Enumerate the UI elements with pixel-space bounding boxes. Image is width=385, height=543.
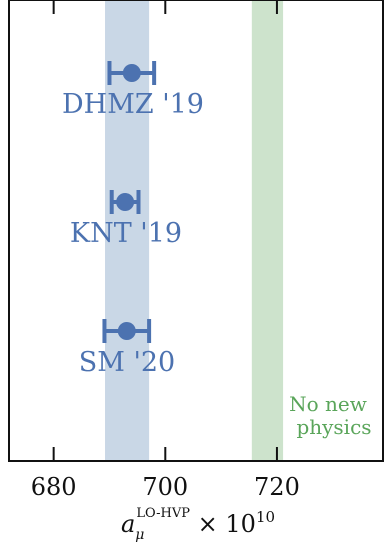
x-tick-label: 720 [254, 473, 300, 501]
x-tick-label: 680 [31, 473, 77, 501]
data-point-marker [116, 193, 135, 211]
data-point-group: SM '20 [79, 319, 176, 378]
no-new-physics-band [251, 0, 284, 461]
x-ticks: 680 700 720 [31, 0, 300, 501]
data-point-group: DHMZ '19 [62, 61, 204, 120]
x-tick-label: 700 [142, 473, 188, 501]
data-point-label: SM '20 [79, 347, 176, 378]
x-axis-label-suffix: × 10 [190, 510, 256, 538]
data-point-group: KNT '19 [70, 190, 182, 249]
points-layer: DHMZ '19 KNT '19 SM '20 [62, 61, 204, 378]
data-point-label: DHMZ '19 [62, 89, 204, 120]
x-axis-label-base: a [121, 510, 135, 538]
band-label-line1: No new [289, 392, 367, 416]
plot-frame [8, 0, 384, 462]
band-label-line2: physics [296, 415, 371, 439]
data-point-marker [122, 64, 141, 82]
x-axis-label-superscript: LO-HVP [136, 506, 190, 521]
x-axis-label-subscript: μ [135, 527, 144, 543]
x-axis-label: aμ LO-HVP × 1010 [121, 506, 275, 543]
data-point-label: KNT '19 [70, 218, 182, 249]
data-point-marker [117, 322, 136, 340]
x-axis-label-exponent: 10 [256, 508, 275, 526]
